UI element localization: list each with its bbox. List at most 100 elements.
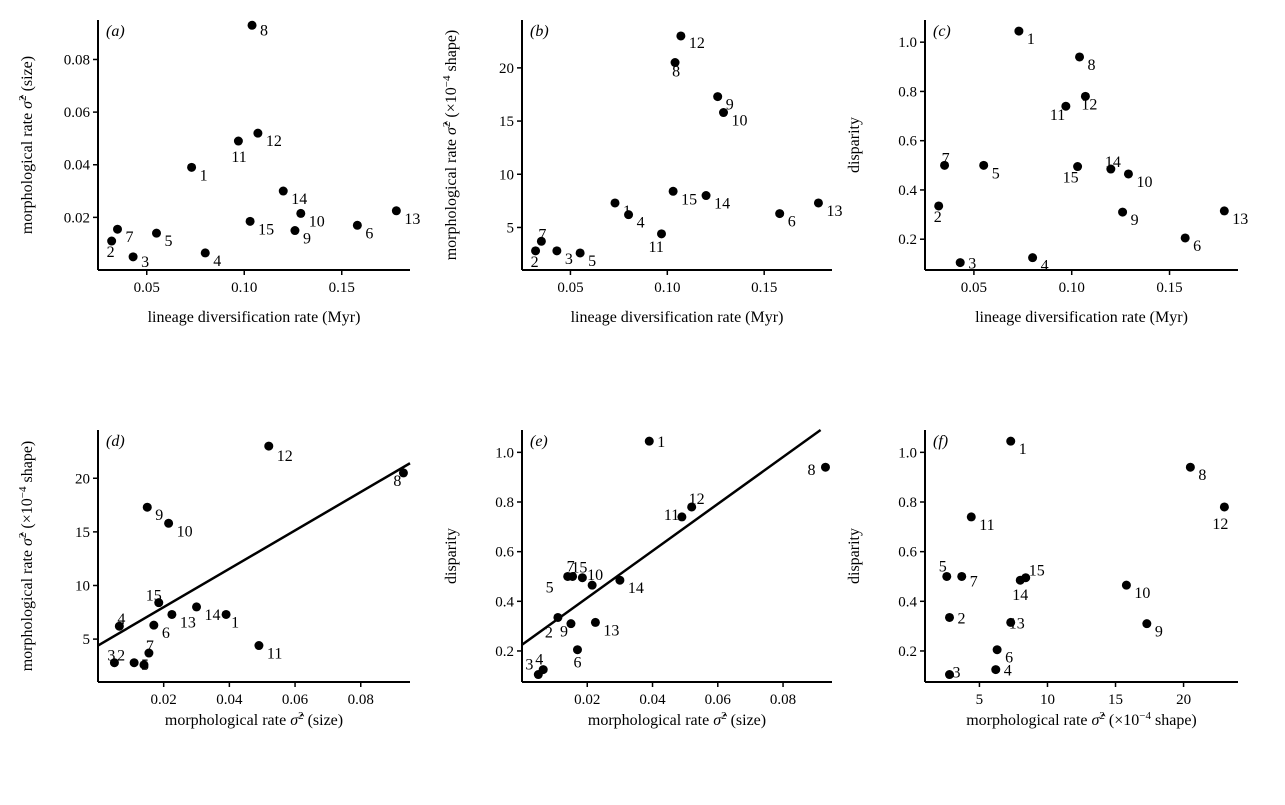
point-label-5: 5 bbox=[546, 579, 554, 596]
point-label-6: 6 bbox=[365, 225, 373, 242]
point-label-3: 3 bbox=[141, 254, 149, 271]
point-label-10: 10 bbox=[1134, 585, 1150, 602]
data-point-11 bbox=[1061, 101, 1071, 111]
data-point-14 bbox=[1106, 164, 1116, 174]
regression-line bbox=[521, 428, 822, 646]
data-point-2 bbox=[107, 236, 117, 246]
x-tick-label: 0.08 bbox=[348, 692, 374, 708]
x-tick-label: 0.05 bbox=[557, 280, 583, 296]
data-point-2 bbox=[129, 658, 139, 668]
data-point-15 bbox=[154, 598, 164, 608]
y-tick-label: 0.2 bbox=[898, 232, 917, 248]
data-point-10 bbox=[587, 580, 597, 590]
point-label-10: 10 bbox=[309, 213, 325, 230]
point-label-3: 3 bbox=[968, 256, 976, 273]
point-label-14: 14 bbox=[714, 196, 730, 213]
point-label-12: 12 bbox=[689, 491, 705, 508]
point-label-5: 5 bbox=[141, 657, 149, 674]
data-point-12 bbox=[1219, 502, 1229, 512]
y-tick-label: 0.8 bbox=[898, 84, 917, 100]
x-tick-label: 0.05 bbox=[961, 280, 987, 296]
y-axis-label: morphological rate σ̂2 (size) bbox=[17, 56, 36, 234]
data-point-5 bbox=[979, 160, 989, 170]
y-tick-label: 0.2 bbox=[898, 644, 917, 660]
point-label-2: 2 bbox=[934, 209, 942, 226]
y-tick-label: 15 bbox=[499, 114, 514, 130]
data-point-10 bbox=[719, 108, 728, 118]
y-tick-label: 0.02 bbox=[64, 210, 90, 226]
data-point-4 bbox=[200, 248, 210, 258]
point-label-4: 4 bbox=[1004, 663, 1012, 680]
data-point-2 bbox=[934, 201, 944, 211]
y-tick-label: 0.04 bbox=[64, 158, 91, 174]
panel-label: (c) bbox=[933, 23, 951, 40]
x-tick-label: 0.08 bbox=[770, 692, 796, 708]
x-tick-label: 0.15 bbox=[751, 280, 777, 296]
point-label-8: 8 bbox=[1198, 467, 1206, 484]
point-label-12: 12 bbox=[266, 133, 282, 150]
data-point-8 bbox=[247, 20, 257, 30]
data-point-9 bbox=[566, 619, 576, 629]
data-point-14 bbox=[192, 602, 202, 612]
y-tick-label: 10 bbox=[75, 578, 90, 594]
data-point-12 bbox=[687, 502, 697, 512]
point-label-10: 10 bbox=[1136, 174, 1152, 191]
data-point-2 bbox=[553, 612, 563, 622]
x-tick-label: 0.02 bbox=[574, 692, 600, 708]
x-tick-label: 0.10 bbox=[1059, 280, 1085, 296]
point-label-13: 13 bbox=[180, 614, 196, 631]
point-label-6: 6 bbox=[162, 625, 170, 642]
point-label-11: 11 bbox=[664, 507, 679, 524]
data-point-8 bbox=[820, 462, 830, 472]
data-point-6 bbox=[572, 645, 582, 655]
point-label-13: 13 bbox=[404, 211, 420, 228]
data-point-14 bbox=[615, 575, 625, 585]
data-point-12 bbox=[676, 31, 686, 41]
data-point-6 bbox=[775, 209, 785, 219]
data-point-1 bbox=[610, 198, 620, 208]
point-label-12: 12 bbox=[689, 35, 705, 52]
y-tick-label: 1.0 bbox=[495, 445, 514, 461]
y-tick-label: 1.0 bbox=[898, 35, 917, 51]
point-label-7: 7 bbox=[970, 573, 978, 590]
point-label-4: 4 bbox=[535, 652, 543, 669]
data-point-4 bbox=[991, 665, 1001, 675]
data-point-2 bbox=[944, 612, 954, 622]
panel-f: 5 10 15 200.20.40.60.81.0(f)morphological r… bbox=[846, 430, 1238, 729]
point-label-15: 15 bbox=[571, 560, 587, 577]
point-label-7: 7 bbox=[567, 558, 575, 575]
x-axis-label: morphological rate σ̂2 (×10−4 shape) bbox=[966, 710, 1197, 729]
data-point-7 bbox=[113, 224, 122, 234]
panel-b: 0.05 0.10 0.15 5 10 15 20 (b) lineage diversific… bbox=[441, 20, 842, 326]
point-label-15: 15 bbox=[1029, 563, 1045, 580]
data-point-13 bbox=[1006, 617, 1016, 627]
data-point-13 bbox=[1219, 206, 1229, 216]
data-point-13 bbox=[590, 617, 600, 627]
y-axis-label: disparity bbox=[443, 528, 460, 584]
data-point-5 bbox=[575, 248, 585, 258]
point-label-1: 1 bbox=[1019, 441, 1027, 458]
data-point-8 bbox=[1185, 462, 1195, 472]
point-label-9: 9 bbox=[303, 231, 311, 248]
point-label-5: 5 bbox=[992, 165, 1000, 182]
point-label-15: 15 bbox=[681, 191, 697, 208]
data-point-14 bbox=[701, 191, 711, 201]
y-tick-label: 0.6 bbox=[495, 545, 514, 561]
x-tick-label: 0.04 bbox=[216, 692, 243, 708]
data-point-6 bbox=[992, 645, 1002, 655]
point-label-11: 11 bbox=[1050, 107, 1065, 124]
x-axis-label: lineage diversification rate (Myr) bbox=[148, 309, 361, 326]
x-tick-label: 0.04 bbox=[639, 692, 666, 708]
y-tick-label: 20 bbox=[75, 471, 90, 487]
data-point-6 bbox=[149, 620, 159, 630]
x-tick-label: 10 bbox=[1040, 692, 1055, 708]
data-point-2 bbox=[531, 246, 541, 256]
panel-label: (f) bbox=[933, 433, 948, 450]
x-axis-label: lineage diversification rate (Myr) bbox=[975, 309, 1188, 326]
panel-c: 0.05 0.10 0.15 0.2 0.4 0.6 0.8 1.0 (c) lineage di… bbox=[846, 20, 1248, 326]
y-tick-label: 20 bbox=[499, 61, 514, 77]
point-label-3: 3 bbox=[107, 648, 115, 665]
point-label-11: 11 bbox=[267, 646, 282, 663]
y-tick-label: 0.8 bbox=[898, 495, 917, 511]
